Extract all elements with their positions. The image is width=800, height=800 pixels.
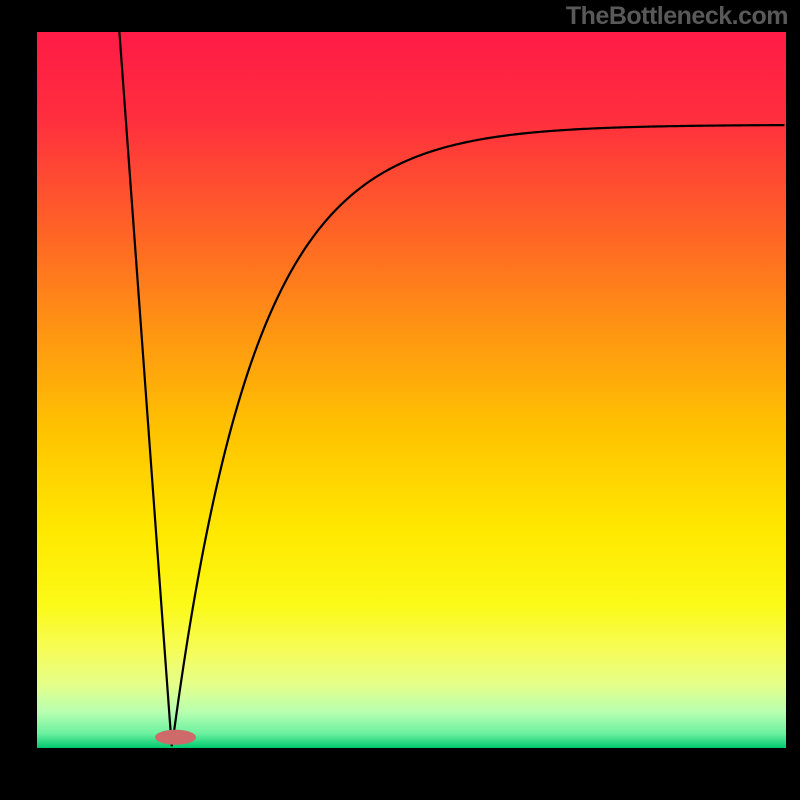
bottleneck-chart: TheBottleneck.com <box>0 0 800 800</box>
chart-gradient-area <box>37 32 786 748</box>
chart-svg <box>0 0 800 800</box>
watermark-text: TheBottleneck.com <box>566 2 788 31</box>
optimal-marker <box>156 730 196 744</box>
